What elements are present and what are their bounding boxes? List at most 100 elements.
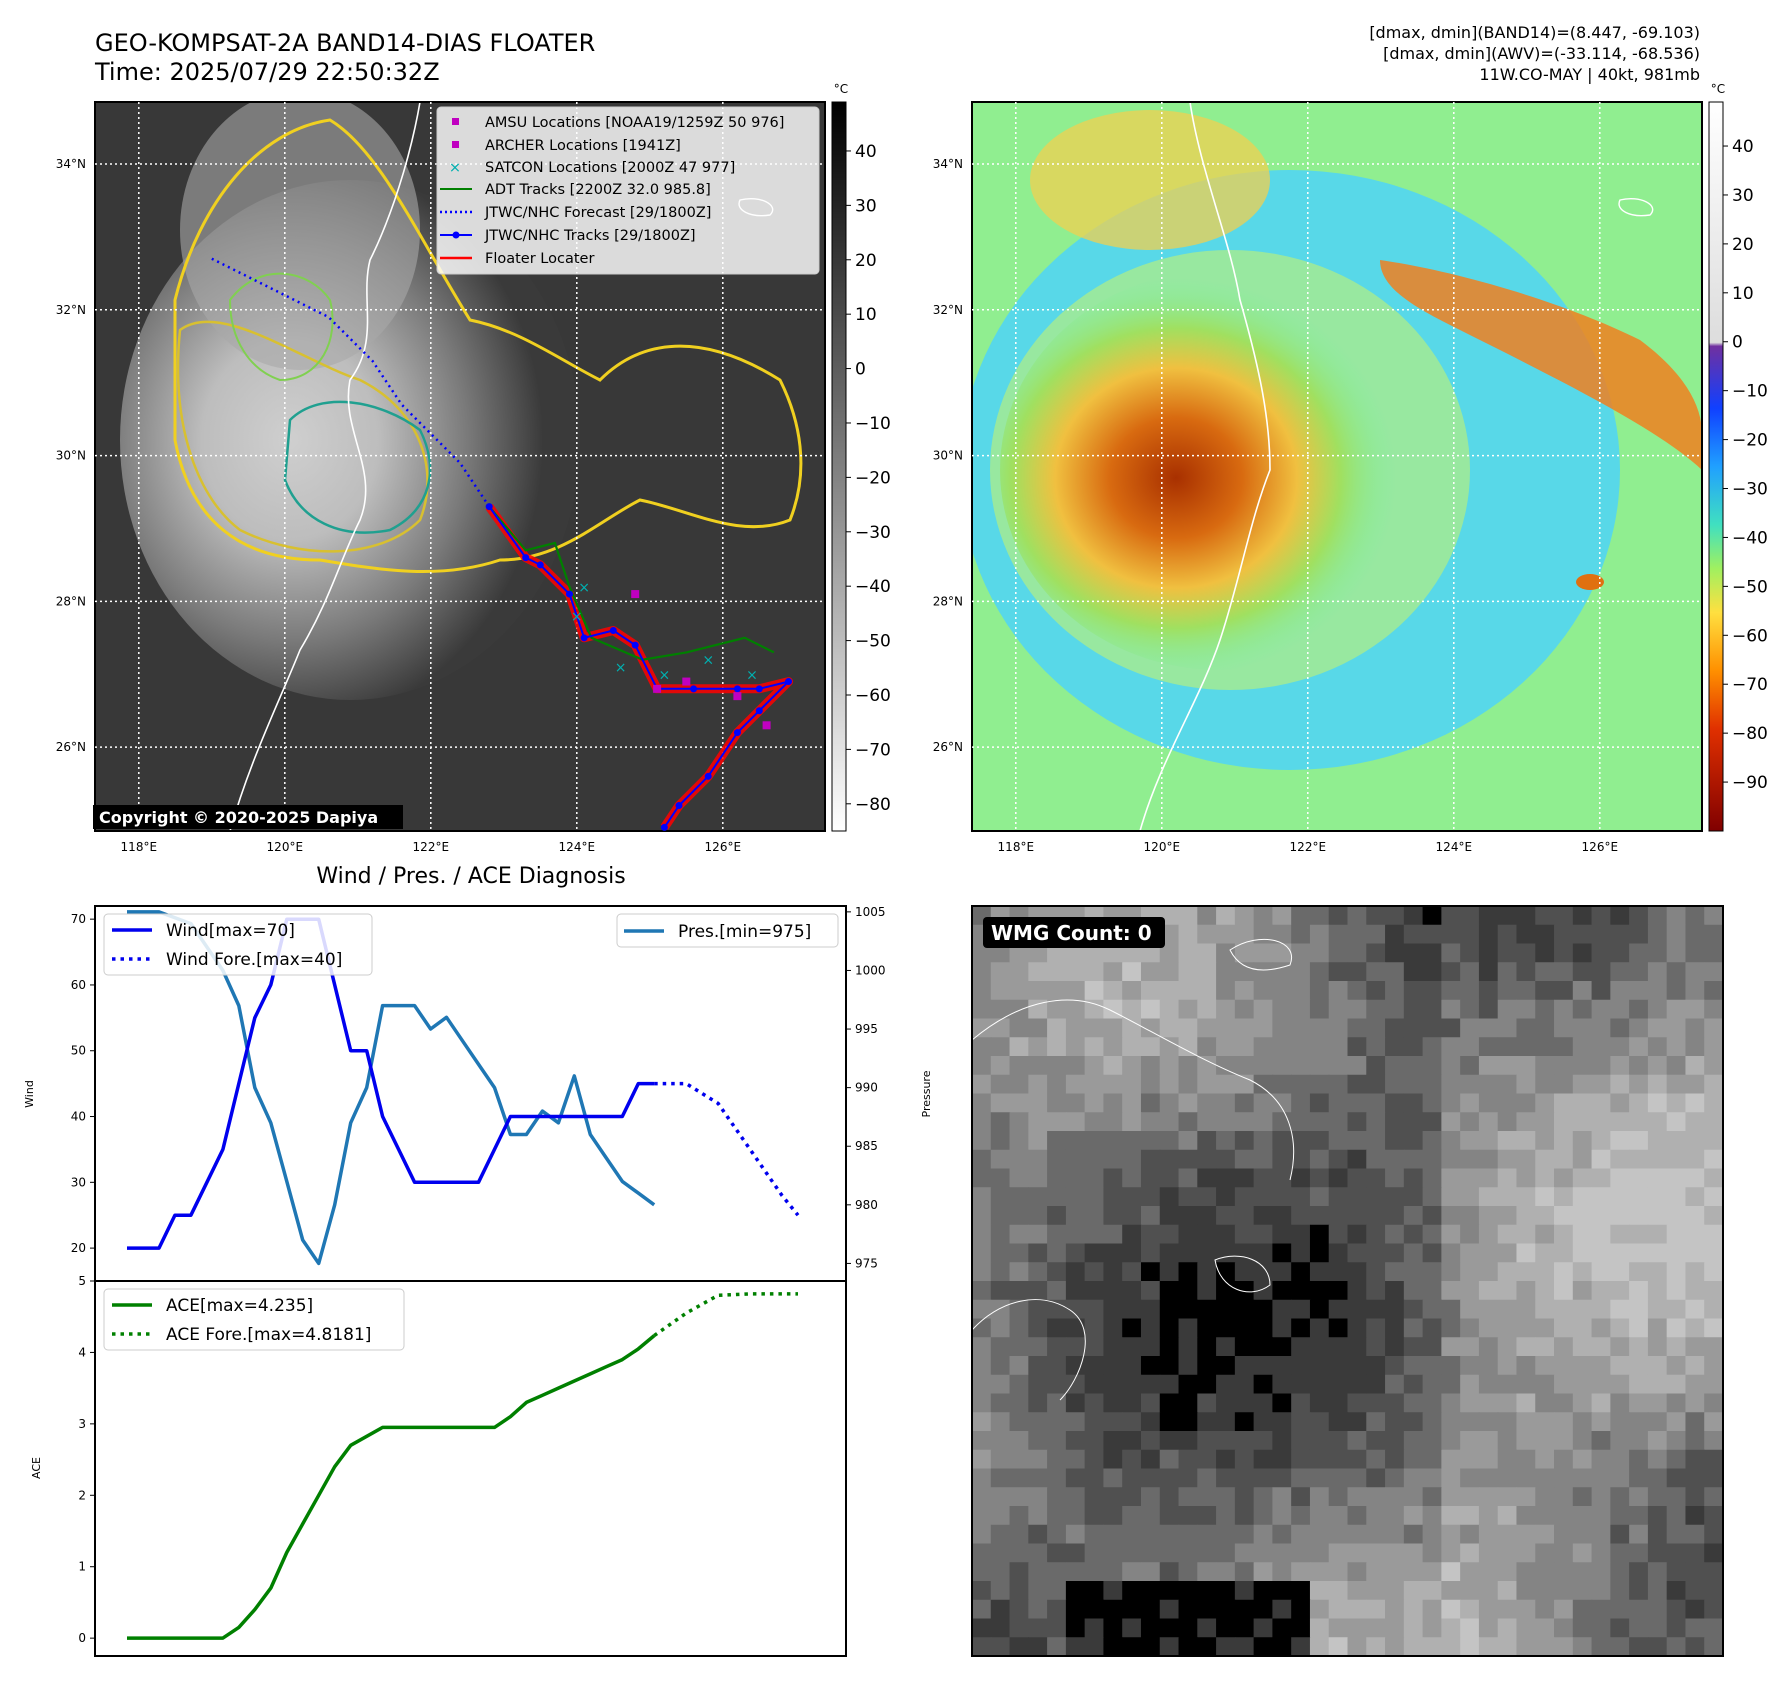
wmg-pixel [1516, 1056, 1536, 1076]
wmg-pixel [1666, 1524, 1687, 1545]
wmg-pixel [1140, 1581, 1161, 1601]
colorbar-tick-label: 40 [855, 142, 877, 162]
wmg-pixel [1516, 1487, 1536, 1507]
wmg-pixel [1647, 1506, 1668, 1526]
wmg-pixel [1478, 1206, 1499, 1226]
wmg-pixel [1366, 1206, 1386, 1226]
wmg-pixel [1647, 1056, 1668, 1076]
wmg-pixel [1028, 1131, 1048, 1151]
wmg-pixel [1610, 1131, 1630, 1151]
wmg-pixel [1047, 1206, 1067, 1226]
wmg-pixel [1140, 1131, 1161, 1151]
wmg-coastline-2 [972, 1299, 1086, 1401]
wmg-pixel [1197, 1412, 1217, 1432]
wmg-pixel [1478, 981, 1499, 1001]
wmg-pixel [1554, 1524, 1574, 1545]
wmg-pixel [1460, 1543, 1480, 1563]
wmg-pixel [1647, 1337, 1668, 1357]
wmg-pixel [1328, 1243, 1349, 1263]
wmg-pixel [1403, 1131, 1424, 1151]
wmg-pixel [1403, 1393, 1424, 1413]
wmg-pixel [1422, 1618, 1442, 1638]
wmg-pixel [1047, 1018, 1067, 1038]
wmg-pixel [1666, 1187, 1687, 1207]
wmg-pixel [1197, 1356, 1217, 1376]
wmg-pixel [1572, 1243, 1593, 1263]
colorbar-tick-label: −20 [1732, 431, 1768, 451]
wmg-pixel [1685, 1393, 1705, 1413]
wmg-pixel [1591, 1168, 1611, 1188]
wmg-pixel [1009, 1393, 1029, 1413]
wmg-pixel [1460, 1449, 1480, 1470]
wmg-pixel [1253, 1018, 1274, 1038]
ir-coastline [229, 102, 421, 831]
wmg-pixel [1535, 1524, 1555, 1545]
wmg-pixel [1610, 1112, 1630, 1132]
wmg-pixel [1647, 1543, 1668, 1563]
wmg-pixel [1197, 1187, 1217, 1207]
wmg-pixel [1028, 1281, 1048, 1301]
wmg-pixel [1516, 1131, 1536, 1151]
wmg-pixel [1084, 1337, 1105, 1357]
wmg-pixel [1591, 1562, 1611, 1582]
wmg-pixel [1103, 1581, 1123, 1601]
lon-tick-label: 124°E [1436, 840, 1473, 854]
lon-tick-label: 120°E [267, 840, 304, 854]
wmg-pixel [1516, 1449, 1536, 1470]
wmg-pixel [1403, 1037, 1424, 1057]
colorbar-tick-label: −90 [1732, 773, 1768, 793]
wmg-pixel [1197, 1168, 1217, 1188]
wmg-pixel [1234, 1299, 1255, 1320]
wmg-pixel [1460, 906, 1480, 926]
wmg-pixel [1009, 1356, 1029, 1376]
wmg-pixel [1422, 1562, 1442, 1582]
ace-legend-box [103, 1288, 405, 1351]
wmg-pixel [1685, 1018, 1705, 1038]
wmg-pixel [1028, 1074, 1048, 1095]
wmg-pixel [1197, 1131, 1217, 1151]
wmg-pixel [1685, 1299, 1705, 1320]
wmg-pixel [1572, 906, 1593, 926]
wmg-pixel [1253, 1356, 1274, 1376]
wmg-pixel [1178, 1393, 1198, 1413]
wmg-pixel [1216, 1018, 1236, 1038]
wmg-pixel [1497, 1018, 1518, 1038]
ir-colorbar-unit: °C [834, 82, 848, 96]
wmg-pixel [1441, 906, 1461, 926]
wmg-pixel [1047, 1431, 1067, 1451]
wmg-pixel [972, 1074, 992, 1095]
wmg-pixel [1328, 1056, 1349, 1076]
wmg-pixel [1347, 1449, 1367, 1470]
wmg-pixel [1554, 1468, 1574, 1488]
wmg-pixel [1478, 1112, 1499, 1132]
wmg-pixel [1197, 1393, 1217, 1413]
wmg-pixel [1647, 1356, 1668, 1376]
y-tick-label: 4 [78, 1345, 86, 1359]
wmg-pixel [1065, 1093, 1086, 1113]
wmg-pixel [1685, 1112, 1705, 1132]
wmg-pixel [1272, 1449, 1292, 1470]
wmg-pixel [1216, 1168, 1236, 1188]
wmg-pixel [1234, 1037, 1255, 1057]
wmg-pixel [1065, 1431, 1086, 1451]
wmg-pixel [1047, 1093, 1067, 1113]
wmg-pixel [1704, 1112, 1723, 1132]
wmg-pixel [1103, 1393, 1123, 1413]
wmg-pixel [1441, 1393, 1461, 1413]
wmg-pixel [1028, 1506, 1048, 1526]
windline [127, 917, 655, 1250]
wmg-pixel [1009, 1337, 1029, 1357]
wmg-pixel [1554, 1318, 1574, 1338]
wmg-pixel [1554, 1543, 1574, 1563]
wmg-pixel [1610, 1187, 1630, 1207]
wmg-pixel [1441, 1018, 1461, 1038]
wmg-pixel [1403, 1299, 1424, 1320]
jtwc-track-point [631, 641, 639, 649]
wmg-pixel [1629, 906, 1649, 926]
y-tick-label: 20 [71, 1241, 86, 1255]
wmg-pixel [1385, 999, 1405, 1020]
wmg-pixel [1572, 1487, 1593, 1507]
wmg-pixel [1591, 1037, 1611, 1057]
